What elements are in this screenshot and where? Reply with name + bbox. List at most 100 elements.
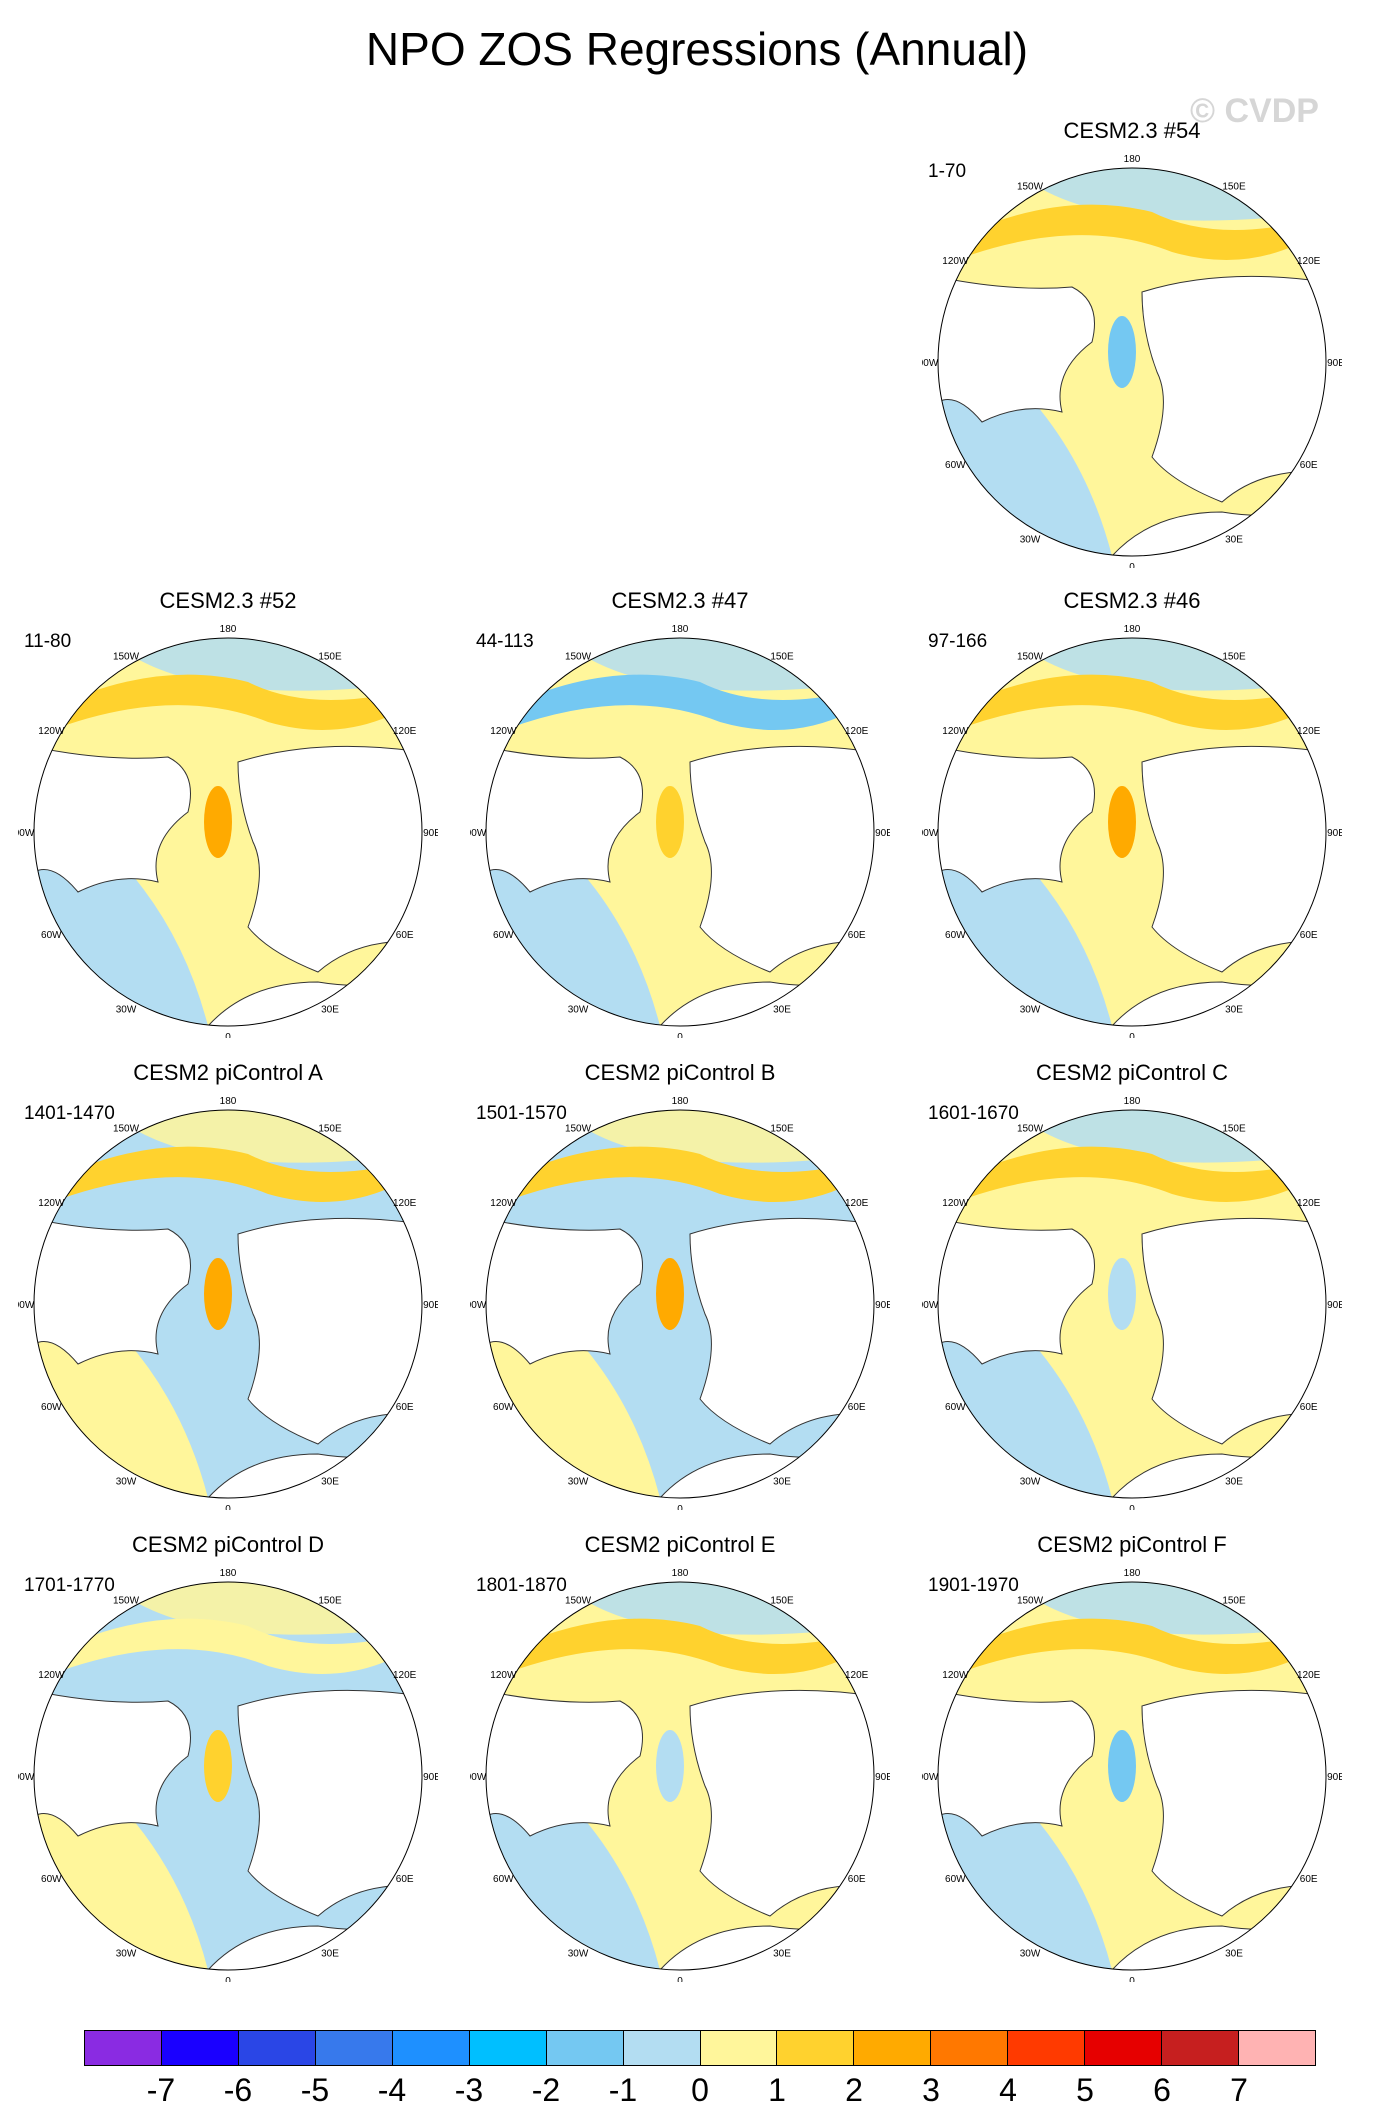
panel-years: 1601-1670 — [928, 1103, 1019, 1124]
longitude-label: 90E — [423, 1772, 438, 1783]
longitude-label: 90E — [423, 828, 438, 839]
longitude-label: 150W — [565, 1595, 592, 1606]
longitude-label: 150E — [770, 651, 794, 662]
map-border — [485, 1581, 875, 1971]
polar-map: 180 150E 120E 90E 60E 30E 0 30W 60W 90W 120W 150W — [470, 1568, 890, 1982]
colorbar-box — [546, 2031, 624, 2065]
longitude-label: 30W — [116, 1949, 137, 1960]
polar-map: 180 150E 120E 90E 60E 30E 0 30W 60W 90W 120W 150W — [18, 1568, 438, 1982]
colorbar-tick-label: -2 — [531, 2072, 561, 2108]
colorbar-tick-label: -4 — [377, 2072, 407, 2108]
longitude-label: 60W — [945, 930, 966, 941]
longitude-label: 150W — [1017, 651, 1044, 662]
longitude-label: 60E — [1300, 930, 1318, 941]
longitude-label: 30W — [1020, 1477, 1041, 1488]
arctic-anomaly — [1108, 1730, 1136, 1802]
map-panel: CESM2 piControl B 1501-1570 180 150E 120E 90E… — [470, 1060, 890, 1510]
longitude-label: 120W — [490, 726, 517, 737]
colorbar-box — [623, 2031, 701, 2065]
map-panel: CESM2.3 #46 97-166 180 150E 120E 90E 60E 30E 0 30… — [922, 588, 1342, 1038]
longitude-label: 60W — [41, 1402, 62, 1413]
longitude-label: 120E — [1297, 726, 1321, 737]
colorbar-tick-label: -7 — [146, 2072, 176, 2108]
polar-map: 180 150E 120E 90E 60E 30E 0 30W 60W 90W 120W 150W — [922, 154, 1342, 568]
longitude-label: 180 — [1124, 624, 1141, 635]
north-america-land — [938, 1218, 1095, 1365]
colorbar-tick-label: 1 — [768, 2072, 786, 2108]
colorbar-tick-labels: -7 -6 -5 -4 -3 -2 -1 0 1 2 3 4 5 6 7 — [0, 2072, 1394, 2112]
longitude-label: 90E — [875, 828, 890, 839]
longitude-label: 90W — [922, 358, 939, 369]
longitude-label: 120W — [942, 1670, 969, 1681]
colorbar-box — [777, 2031, 855, 2065]
longitude-label: 30E — [321, 1005, 339, 1016]
panel-years: 1701-1770 — [24, 1575, 115, 1596]
longitude-label: 180 — [1124, 1096, 1141, 1107]
eurasia-land — [237, 745, 422, 973]
longitude-label: 30E — [321, 1949, 339, 1960]
longitude-label: 180 — [220, 1568, 237, 1579]
longitude-label: 180 — [1124, 1568, 1141, 1579]
north-america-land — [486, 746, 643, 893]
longitude-label: 60E — [1300, 460, 1318, 471]
eurasia-land — [689, 1217, 874, 1445]
polar-map: 180 150E 120E 90E 60E 30E 0 30W 60W 90W 120W 150W — [922, 624, 1342, 1038]
polar-map: 180 150E 120E 90E 60E 30E 0 30W 60W 90W 120W 150W — [18, 624, 438, 1038]
longitude-label: 120E — [845, 1670, 869, 1681]
panel-years: 1901-1970 — [928, 1575, 1019, 1596]
longitude-label: 60W — [945, 1874, 966, 1885]
map-panel: CESM2 piControl C 1601-1670 180 150E 120E 90E… — [922, 1060, 1342, 1510]
north-america-land — [938, 1690, 1095, 1837]
arctic-anomaly — [1108, 316, 1136, 388]
panel-years: 44-113 — [476, 631, 534, 652]
longitude-label: 30W — [568, 1949, 589, 1960]
anomaly-band — [938, 204, 1302, 267]
longitude-label: 120E — [393, 726, 417, 737]
map-panel: CESM2 piControl A 1401-1470 180 150E 120E 90E… — [18, 1060, 438, 1510]
longitude-label: 90W — [18, 1772, 35, 1783]
longitude-label: 120E — [1297, 1198, 1321, 1209]
panel-years: 1-70 — [928, 161, 967, 182]
polar-map: 180 150E 120E 90E 60E 30E 0 30W 60W 90W 120W 150W — [470, 1096, 890, 1510]
colorbar-tick-label: -5 — [300, 2072, 330, 2108]
arctic-anomaly — [1108, 1258, 1136, 1330]
longitude-label: 60E — [848, 1874, 866, 1885]
longitude-label: 150E — [1222, 1123, 1246, 1134]
map-panel: CESM2.3 #47 44-113 180 150E 120E 90E 60E 30E 0 30… — [470, 588, 890, 1038]
north-america-land — [34, 1218, 191, 1365]
longitude-label: 90E — [1327, 828, 1342, 839]
longitude-label: 0 — [1129, 562, 1135, 568]
panel-title: CESM2 piControl C — [1036, 1060, 1228, 1085]
colorbar-box — [854, 2031, 932, 2065]
longitude-label: 30E — [773, 1005, 791, 1016]
arctic-anomaly — [656, 1258, 684, 1330]
map-panel: CESM2 piControl E 1801-1870 180 150E 120E 90E… — [470, 1532, 890, 1982]
colorbar-tick-label: -1 — [608, 2072, 638, 2108]
longitude-label: 30W — [568, 1477, 589, 1488]
longitude-label: 0 — [677, 1504, 683, 1510]
eurasia-land — [689, 745, 874, 973]
eurasia-land — [237, 1217, 422, 1445]
longitude-label: 120W — [942, 726, 969, 737]
eurasia-land — [689, 1689, 874, 1917]
map-border — [485, 1109, 875, 1499]
panel-title: CESM2.3 #46 — [1063, 588, 1201, 613]
longitude-label: 90W — [18, 1300, 35, 1311]
longitude-label: 30W — [568, 1005, 589, 1016]
longitude-label: 120W — [942, 1198, 969, 1209]
longitude-label: 120E — [1297, 1670, 1321, 1681]
longitude-label: 30E — [1225, 1949, 1243, 1960]
longitude-label: 0 — [225, 1032, 231, 1038]
anomaly-band — [938, 1618, 1302, 1681]
longitude-label: 150E — [1222, 1595, 1246, 1606]
longitude-label: 150W — [113, 651, 140, 662]
map-border — [937, 1581, 1327, 1971]
arctic-anomaly — [656, 786, 684, 858]
longitude-label: 30W — [1020, 1005, 1041, 1016]
anomaly-band — [938, 1146, 1302, 1209]
longitude-label: 60W — [41, 1874, 62, 1885]
colorbar — [84, 2030, 1316, 2066]
longitude-label: 90W — [470, 1300, 487, 1311]
longitude-label: 60W — [945, 460, 966, 471]
map-panel: CESM2.3 #52 11-80 180 150E 120E 90E 60E 30E 0 30W… — [18, 588, 438, 1038]
